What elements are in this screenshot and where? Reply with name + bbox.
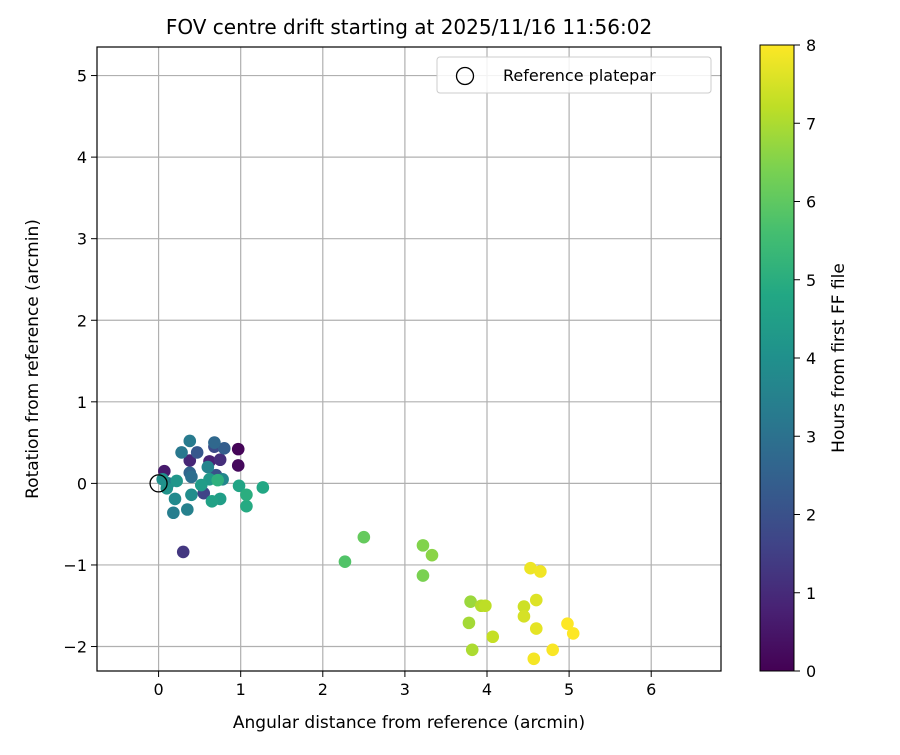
data-point [561,617,574,630]
legend-reference-marker [455,66,475,86]
colorbar: 0 1 2 3 4 5 6 7 8 Hours from first FF file [759,36,849,681]
data-point [194,478,208,492]
data-point [479,599,492,613]
colorbar-tick-label: 5 [806,271,816,290]
data-point [465,643,479,657]
data-point [231,459,245,472]
colorbar-tick-label: 6 [806,193,816,212]
data-point [464,595,477,608]
data-point [176,545,190,559]
data-point [566,627,580,640]
data-point [486,630,500,644]
data-point [357,530,371,544]
grid-lines [97,47,721,671]
x-tick-label: 0 [153,680,163,699]
data-point [201,460,215,474]
colorbar-ticks: 0 1 2 3 4 5 6 7 8 [794,36,816,681]
data-point [168,492,182,506]
data-point [416,539,430,552]
y-tick-label: 2 [77,311,87,330]
y-tick-label: 3 [77,230,87,249]
data-point [211,473,224,487]
data-point [462,616,476,630]
data-point [232,479,246,493]
x-tick-label: 3 [400,680,410,699]
data-point [240,499,253,513]
data-point [517,600,531,613]
data-point [190,446,204,459]
data-point [160,481,174,495]
colorbar-label: Hours from first FF file [829,263,849,453]
x-axis-label: Angular distance from reference (arcmin) [233,713,585,733]
data-point [529,593,543,607]
x-tick-label: 4 [482,680,492,699]
y-tick-label: 5 [77,67,87,86]
data-point [256,481,270,494]
colorbar-tick-label: 3 [806,427,816,446]
y-tick-label: 0 [77,474,87,493]
x-tick-label: 5 [564,680,574,699]
plot-frame [96,46,722,672]
x-axis-ticks: 0 1 2 3 4 5 6 [153,671,656,699]
data-point [527,652,541,666]
data-point [240,488,253,502]
data-point [213,453,227,467]
data-point [175,446,188,459]
data-point [205,495,219,508]
legend: Reference platepar [436,56,712,94]
data-point [181,503,194,516]
y-axis-label: Rotation from reference (arcmin) [23,219,43,499]
y-tick-label: 4 [77,148,87,167]
colorbar-gradient [759,44,795,672]
data-point [534,565,547,578]
y-axis-ticks: −2 −1 0 1 2 3 4 5 [63,67,97,657]
colorbar-tick-label: 1 [806,584,816,603]
data-points [149,434,580,666]
y-tick-label: 1 [77,393,87,412]
x-tick-label: 1 [236,680,246,699]
data-point [338,555,352,568]
data-point [217,442,231,455]
data-point [167,506,180,520]
data-point [183,434,197,448]
y-tick-label: −2 [63,638,87,657]
data-point [170,474,183,488]
y-tick-label: −1 [63,556,87,575]
x-tick-label: 6 [646,680,656,699]
x-tick-label: 2 [318,680,328,699]
data-point [524,561,537,575]
colorbar-tick-label: 7 [806,114,816,133]
data-point [185,488,198,502]
colorbar-tick-label: 4 [806,349,816,368]
colorbar-tick-label: 2 [806,506,816,525]
data-point [183,454,197,467]
legend-label: Reference platepar [503,66,656,85]
data-point [416,569,430,582]
colorbar-tick-label: 0 [806,662,816,681]
reference-platepar-marker [149,474,168,493]
data-point [546,643,559,657]
data-point [425,548,439,562]
data-point [208,436,221,449]
data-point [231,442,245,456]
data-point [529,622,543,635]
chart-title: FOV centre drift starting at 2025/11/16 … [166,15,652,39]
legend-box [436,56,712,94]
colorbar-tick-label: 8 [806,36,816,55]
data-point [517,610,531,623]
data-point [185,470,198,484]
